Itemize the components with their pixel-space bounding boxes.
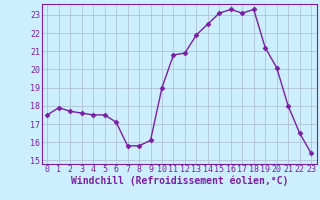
X-axis label: Windchill (Refroidissement éolien,°C): Windchill (Refroidissement éolien,°C) — [70, 176, 288, 186]
